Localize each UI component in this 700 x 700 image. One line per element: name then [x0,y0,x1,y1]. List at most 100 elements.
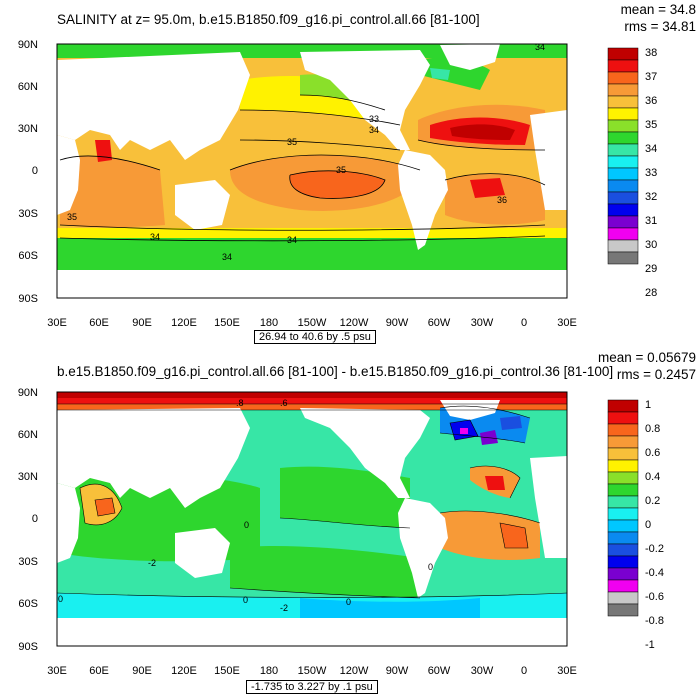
colorbar-swatch [607,435,639,449]
bottom-lon-label: 60E [89,665,109,677]
bottom-lon-label: 30E [47,665,67,677]
bottom-contour-label: 0 [346,597,351,607]
bottom-lon-label: 0 [521,665,527,677]
top-colorbar-label: 38 [645,47,657,59]
top-southern-ocean [57,235,567,275]
top-lon-label: 90E [132,317,152,329]
top-lat-label: 90N [18,39,38,51]
top-lat-label: 90S [18,293,38,305]
top-lon-label: 30E [47,317,67,329]
top-contour-labels: 34 35 35 33 34 35 36 34 34 34 [67,42,545,262]
colorbar-swatch [607,591,639,605]
top-colorbar-label: 37 [645,71,657,83]
bottom-lon-label: 180 [260,665,278,677]
top-lon-label: 0 [521,317,527,329]
bottom-lon-label: 90E [132,665,152,677]
top-contours [59,94,546,242]
top-land [57,44,567,298]
top-lon-label: 120W [340,317,369,329]
colorbar-swatch [607,531,639,545]
top-colorbar-label: 31 [645,215,657,227]
bottom-lat-label: 90N [18,387,38,399]
top-contour-label: 34 [535,42,545,52]
bottom-land [57,400,567,646]
bottom-map-frame [56,391,568,647]
colorbar-swatch [607,555,639,569]
colorbar-swatch [607,459,639,473]
top-colorbar-label: 33 [645,167,657,179]
bottom-contour-labels: 0 -2 0 0 0 -2 0 .8 .6 [58,398,433,613]
colorbar-swatch [607,411,639,425]
colorbar-swatch [607,519,639,533]
bottom-lat-label: 90S [18,641,38,653]
top-lon-labels: 30E 60E 90E 120E 150E 180 150W 120W 90W … [47,317,577,329]
top-map-rms: rms = 34.81 [624,19,696,34]
top-lat-label: 60S [18,250,38,262]
bottom-colorbar [607,399,639,617]
bottom-lon-labels: 30E 60E 90E 120E 150E 180 150W 120W 90W … [47,665,577,677]
top-lat-label: 30N [18,123,38,135]
bottom-lat-label: 30S [18,556,38,568]
bottom-map-mean: mean = 0.05679 [598,350,696,365]
bottom-map-svg: 0 -2 0 0 0 -2 0 .8 .6 90N 60N 30N 0 30S … [18,387,664,677]
top-lon-label: 90W [386,317,409,329]
bottom-colorbar-label: 0.2 [645,495,660,507]
top-lon-label: 30E [557,317,577,329]
bottom-colorbar-labels: 1 0.8 0.6 0.4 0.2 0 -0.2 -0.4 -0.6 -0.8 … [645,399,664,651]
bottom-contour-label: .6 [280,398,288,408]
bottom-contours [57,403,567,599]
top-colorbar-label: 35 [645,119,657,131]
colorbar-swatch [607,167,639,181]
top-map-panel: SALINITY at z= 95.0m, b.e15.B1850.f09_g1… [18,2,696,344]
bottom-lon-label: 30E [557,665,577,677]
bottom-lon-label: 30W [471,665,494,677]
top-contour-label: 34 [369,125,379,135]
colorbar-swatch [607,131,639,145]
top-contour-label: 34 [287,235,297,245]
top-map-mean: mean = 34.8 [620,2,696,17]
top-contour-label: 34 [150,232,160,242]
colorbar-swatch [607,203,639,217]
top-map-frame [56,43,568,299]
bottom-lon-label: 150E [214,665,240,677]
bottom-lon-label: 60W [428,665,451,677]
colorbar-swatch [607,191,639,205]
bottom-lat-label: 0 [32,513,38,525]
top-lat-labels: 90N 60N 30N 0 30S 60S 90S [18,39,38,305]
bottom-colorbar-label: 0.4 [645,471,660,483]
bottom-contour-label: 0 [428,562,433,572]
bottom-colorbar-label: -0.8 [645,615,664,627]
top-colorbar-label: 34 [645,143,657,155]
bottom-lat-labels: 90N 60N 30N 0 30S 60S 90S [18,387,38,653]
top-lon-label: 120E [171,317,197,329]
colorbar-swatch [607,495,639,509]
top-contour-label: 35 [287,137,297,147]
bottom-colorbar-label: 0.8 [645,423,660,435]
bottom-colorbar-label: -0.4 [645,567,664,579]
colorbar-swatch [607,251,639,265]
top-lat-label: 30S [18,208,38,220]
top-contour-label: 35 [67,212,77,222]
bottom-lon-label: 120W [340,665,369,677]
bottom-lon-label: 150W [298,665,327,677]
top-contour-label: 36 [497,195,507,205]
top-map-svg: 34 35 35 33 34 35 36 34 34 34 90N 60N 30… [18,39,657,329]
colorbar-swatch [607,227,639,241]
bottom-contour-label: -2 [280,603,288,613]
bottom-map-rms: rms = 0.2457 [616,367,696,382]
colorbar-swatch [607,215,639,229]
top-colorbar-label: 36 [645,95,657,107]
colorbar-swatch [607,471,639,485]
bottom-contour-label: 0 [244,520,249,530]
bottom-colorbar-label: -1 [645,639,655,651]
bottom-colorbar-label: -0.2 [645,543,664,555]
colorbar-swatch [607,95,639,109]
colorbar-swatch [607,423,639,437]
colorbar-swatch [607,155,639,169]
bottom-lon-label: 120E [171,665,197,677]
colorbar-swatch [607,59,639,73]
colorbar-swatch [607,47,639,61]
top-lat-label: 0 [32,165,38,177]
colorbar-swatch [607,107,639,121]
bottom-colorbar-label: 0.6 [645,447,660,459]
